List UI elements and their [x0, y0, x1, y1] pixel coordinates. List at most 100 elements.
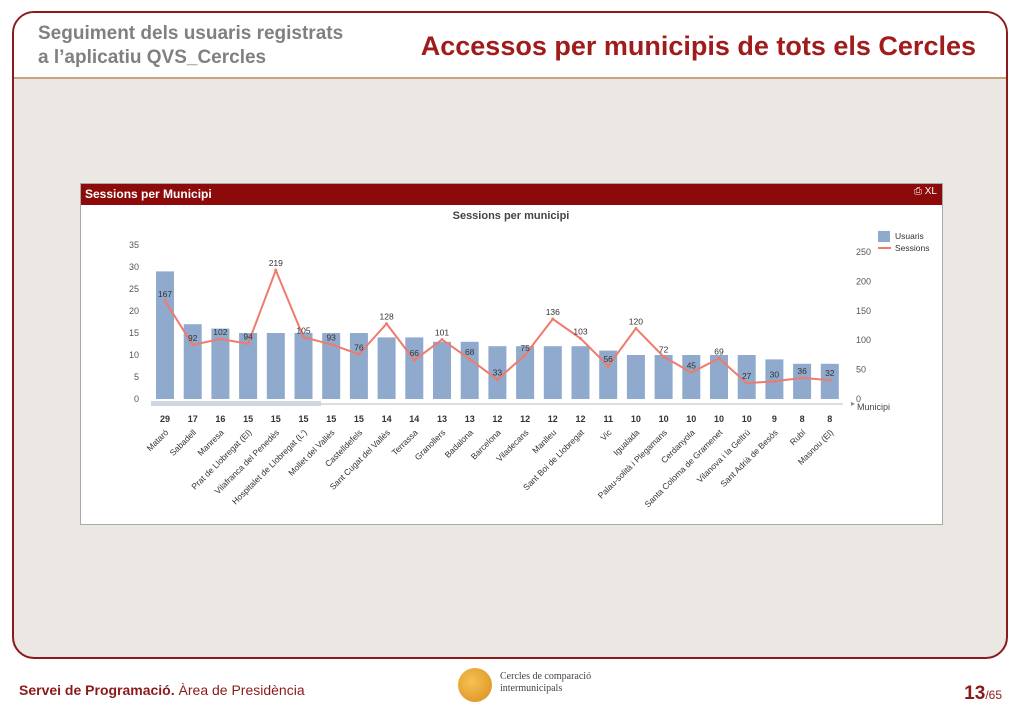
- bar: [377, 337, 396, 399]
- logo-line-2: intermunicipals: [500, 683, 563, 694]
- sessions-point: [606, 364, 610, 368]
- sessions-value-label: 45: [687, 361, 697, 371]
- bar-value-label: 10: [742, 414, 752, 424]
- bar: [266, 333, 285, 399]
- x-scroll-arrow: ▸: [851, 399, 855, 408]
- bar: [710, 355, 728, 399]
- bar: [488, 346, 507, 399]
- legend-swatch-usuaris: [878, 231, 890, 242]
- sessions-value-label: 94: [243, 332, 253, 342]
- bar: [405, 337, 424, 399]
- bar-value-label: 10: [686, 414, 696, 424]
- sessions-point: [800, 376, 804, 380]
- subtitle-line-2: a l’aplicatiu QVS_Cercles: [38, 47, 267, 68]
- sessions-point: [745, 381, 749, 385]
- sessions-point: [274, 268, 278, 272]
- sessions-value-label: 103: [573, 326, 587, 336]
- slide-header: Seguiment dels usuaris registrats a l’ap…: [14, 13, 1006, 79]
- bar: [543, 346, 562, 399]
- bar-value-label: 9: [772, 414, 777, 424]
- bar-value-label: 14: [382, 414, 392, 424]
- bar-value-label: 29: [160, 414, 170, 424]
- sessions-point: [357, 352, 361, 356]
- category-label: Rubí: [788, 427, 808, 447]
- bar: [737, 355, 756, 399]
- left-axis-tick: 5: [134, 372, 139, 382]
- sessions-value-label: 76: [354, 342, 364, 352]
- sessions-value-label: 93: [326, 332, 336, 342]
- logo-text: Cercles de comparació intermunicipals: [500, 671, 591, 695]
- left-axis-tick: 30: [129, 262, 139, 272]
- left-axis-tick: 20: [129, 306, 139, 316]
- category-label: Vic: [598, 427, 614, 443]
- sessions-point: [163, 299, 167, 303]
- sessions-point: [634, 326, 638, 330]
- right-axis-tick: 250: [856, 247, 871, 257]
- bar-value-label: 17: [188, 414, 198, 424]
- bar-value-label: 10: [631, 414, 641, 424]
- bar-value-label: 12: [492, 414, 502, 424]
- sessions-point: [191, 343, 195, 347]
- legend-label-usuaris: Usuaris: [895, 231, 924, 241]
- bar: [654, 355, 673, 399]
- sessions-point: [468, 357, 472, 361]
- logo-emblem-icon: [458, 668, 492, 702]
- bar-value-label: 12: [548, 414, 558, 424]
- right-axis-tick: 100: [856, 335, 871, 345]
- bar: [294, 333, 313, 399]
- bar-value-label: 15: [354, 414, 364, 424]
- left-axis-tick: 10: [129, 350, 139, 360]
- right-axis-tick: 0: [856, 394, 861, 404]
- sessions-value-label: 219: [269, 258, 283, 268]
- left-axis-tick: 15: [129, 328, 139, 338]
- sessions-value-label: 92: [188, 333, 198, 343]
- sessions-point: [218, 337, 222, 341]
- sessions-point: [717, 356, 721, 360]
- sessions-point: [302, 335, 305, 339]
- right-axis-tick: 150: [856, 306, 871, 316]
- sessions-value-label: 66: [410, 348, 420, 358]
- right-axis-tick: 200: [856, 276, 871, 286]
- bar: [211, 328, 230, 399]
- bar: [793, 363, 812, 399]
- sessions-value-label: 101: [435, 328, 449, 338]
- sessions-point: [440, 338, 444, 342]
- bar-value-label: 15: [243, 414, 253, 424]
- sessions-point: [329, 342, 333, 346]
- chart-panel-title: Sessions per Municipi: [85, 187, 212, 201]
- legend-label-sessions: Sessions: [895, 243, 930, 253]
- left-axis-tick: 35: [129, 240, 139, 250]
- footer-dept: Àrea de Presidència: [178, 682, 305, 698]
- sessions-value-label: 56: [603, 354, 613, 364]
- sessions-value-label: 32: [825, 368, 835, 378]
- bar: [183, 324, 202, 399]
- bar-value-label: 12: [575, 414, 585, 424]
- left-axis-tick: 0: [134, 394, 139, 404]
- right-axis-tick: 50: [856, 365, 866, 375]
- sessions-chart: Sessions per municipi 0 5 10 15 20 25 30 35 0 50 10…: [129, 210, 930, 509]
- sessions-value-label: 120: [629, 316, 643, 326]
- x-axis-label: Municipi: [857, 402, 890, 412]
- bar-value-label: 15: [271, 414, 281, 424]
- bar-value-label: 8: [827, 414, 832, 424]
- logo-line-1: Cercles de comparació: [500, 671, 592, 682]
- sessions-point: [412, 358, 416, 362]
- sessions-value-label: 36: [797, 366, 807, 376]
- left-axis-tick: 25: [129, 284, 139, 294]
- bar-value-label: 15: [298, 414, 308, 424]
- bar-value-label: 13: [465, 414, 475, 424]
- page-current: 13: [964, 683, 986, 704]
- bar-value-label: 14: [409, 414, 419, 424]
- bar: [765, 359, 784, 399]
- bar-value-label: 15: [326, 414, 336, 424]
- sessions-point: [579, 336, 582, 340]
- export-icon[interactable]: ⎙ XL: [913, 186, 937, 197]
- sessions-point: [523, 353, 527, 357]
- bar-value-label: 10: [659, 414, 669, 424]
- sessions-point: [772, 379, 776, 383]
- footer-organization: Servei de Programació. Àrea de Presidènc…: [19, 682, 305, 698]
- footer-org: Servei de Programació.: [19, 682, 175, 698]
- category-label: Mataró: [145, 427, 171, 453]
- bar: [682, 355, 701, 399]
- page-number: 13/65: [964, 683, 1002, 705]
